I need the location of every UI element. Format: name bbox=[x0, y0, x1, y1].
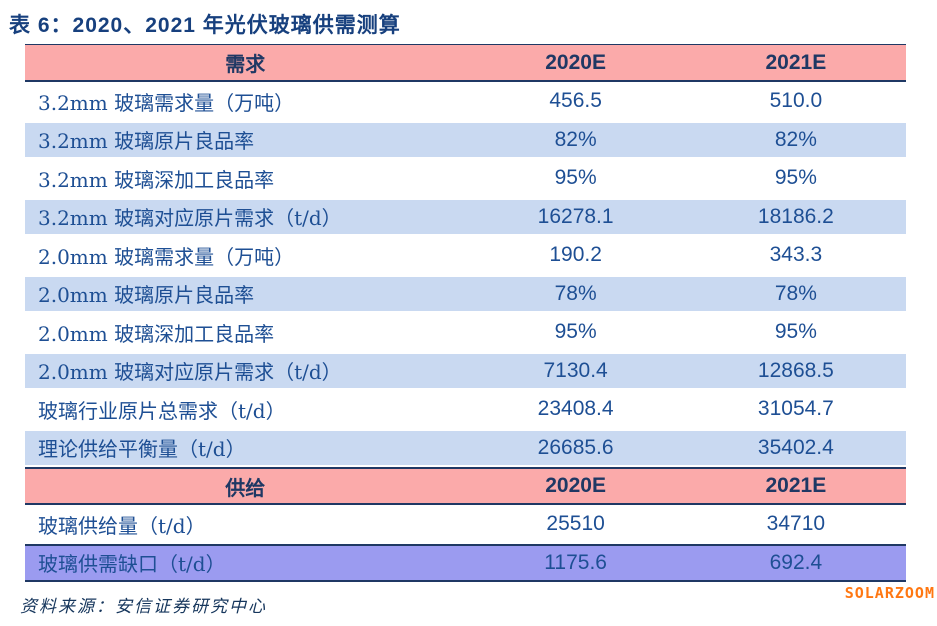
table-row: 3.2mm 玻璃需求量（万吨） 456.5 510.0 bbox=[25, 82, 906, 121]
header-supply-label: 供给 bbox=[225, 475, 266, 500]
row-value-2020: 95% bbox=[554, 320, 597, 344]
row-value-2020: 95% bbox=[554, 166, 597, 190]
row-value-2020: 78% bbox=[554, 281, 597, 305]
header-2020e: 2020E bbox=[545, 50, 606, 74]
row-value-2021: 35402.4 bbox=[757, 435, 834, 459]
table-row: 3.2mm 玻璃深加工良品率 95% 95% bbox=[25, 159, 906, 198]
table-row: 2.0mm 玻璃对应原片需求（t/d） 7130.4 12868.5 bbox=[25, 351, 906, 390]
row-label: 2.0mm 玻璃原片良品率 bbox=[38, 283, 255, 308]
header-demand-label: 需求 bbox=[225, 52, 266, 76]
row-value-2020: 26685.6 bbox=[537, 435, 614, 459]
row-value-2021: 95% bbox=[774, 320, 817, 344]
row-label: 理论供给平衡量（t/d） bbox=[38, 437, 246, 462]
row-value-2020: 16278.1 bbox=[537, 204, 614, 228]
row-value-2020: 190.2 bbox=[549, 243, 602, 267]
row-value-2021: 510.0 bbox=[769, 89, 823, 113]
table-row: 理论供给平衡量（t/d） 26685.6 35402.4 bbox=[25, 428, 906, 467]
table-row: 玻璃行业原片总需求（t/d） 23408.4 31054.7 bbox=[25, 390, 906, 429]
row-value-2020: 1175.6 bbox=[544, 550, 607, 574]
row-value-2020: 23408.4 bbox=[537, 397, 614, 421]
table-row: 玻璃供给量（t/d） 25510 34710 bbox=[25, 505, 906, 544]
table-row: 3.2mm 玻璃对应原片需求（t/d） 16278.1 18186.2 bbox=[25, 197, 906, 236]
row-value-2021: 78% bbox=[774, 281, 817, 305]
row-label: 2.0mm 玻璃对应原片需求（t/d） bbox=[38, 360, 342, 385]
row-value-2020: 456.5 bbox=[549, 89, 602, 113]
row-value-2021: 18186.2 bbox=[757, 204, 834, 228]
table-row-highlight: 玻璃供需缺口（t/d） 1175.6 692.4 bbox=[25, 543, 906, 582]
header-2021e: 2021E bbox=[765, 474, 827, 497]
page-title: 表 6：2020、2021 年光伏玻璃供需测算 bbox=[9, 14, 401, 37]
row-value-2021: 343.3 bbox=[769, 243, 823, 267]
row-value-2021: 31054.7 bbox=[757, 397, 834, 421]
row-value-2021: 12868.5 bbox=[757, 358, 834, 382]
table-header-supply: 供给 2020E 2021E bbox=[25, 467, 906, 505]
row-label: 2.0mm 玻璃深加工良品率 bbox=[38, 321, 275, 346]
header-2020e: 2020E bbox=[545, 474, 606, 497]
table-row: 3.2mm 玻璃原片良品率 82% 82% bbox=[25, 120, 906, 159]
row-value-2020: 25510 bbox=[546, 512, 605, 536]
solarzoom-watermark: SOLARZOOM bbox=[844, 584, 935, 602]
row-label: 3.2mm 玻璃对应原片需求（t/d） bbox=[38, 206, 342, 231]
row-label: 玻璃行业原片总需求（t/d） bbox=[38, 398, 286, 423]
table-row: 2.0mm 玻璃需求量（万吨） 190.2 343.3 bbox=[25, 236, 906, 275]
row-value-2021: 95% bbox=[774, 166, 817, 190]
row-value-2021: 34710 bbox=[766, 512, 826, 536]
row-label: 玻璃供需缺口（t/d） bbox=[38, 552, 226, 577]
supply-demand-table: 需求 2020E 2021E 3.2mm 玻璃需求量（万吨） 456.5 510… bbox=[25, 44, 906, 582]
row-label: 3.2mm 玻璃深加工良品率 bbox=[38, 167, 275, 192]
row-value-2020: 7130.4 bbox=[543, 358, 608, 382]
row-value-2021: 82% bbox=[774, 127, 817, 151]
table-row: 2.0mm 玻璃深加工良品率 95% 95% bbox=[25, 313, 906, 352]
row-value-2021: 692.4 bbox=[769, 550, 823, 574]
table-header-demand: 需求 2020E 2021E bbox=[25, 44, 906, 82]
header-2021e: 2021E bbox=[765, 50, 827, 74]
table-row: 2.0mm 玻璃原片良品率 78% 78% bbox=[25, 274, 906, 313]
row-label: 玻璃供给量（t/d） bbox=[38, 513, 206, 538]
row-label: 2.0mm 玻璃需求量（万吨） bbox=[38, 244, 295, 269]
row-label: 3.2mm 玻璃原片良品率 bbox=[38, 129, 255, 154]
row-value-2020: 82% bbox=[554, 127, 597, 151]
row-label: 3.2mm 玻璃需求量（万吨） bbox=[38, 90, 295, 115]
source-note: 资料来源：安信证券研究中心 bbox=[20, 597, 267, 617]
